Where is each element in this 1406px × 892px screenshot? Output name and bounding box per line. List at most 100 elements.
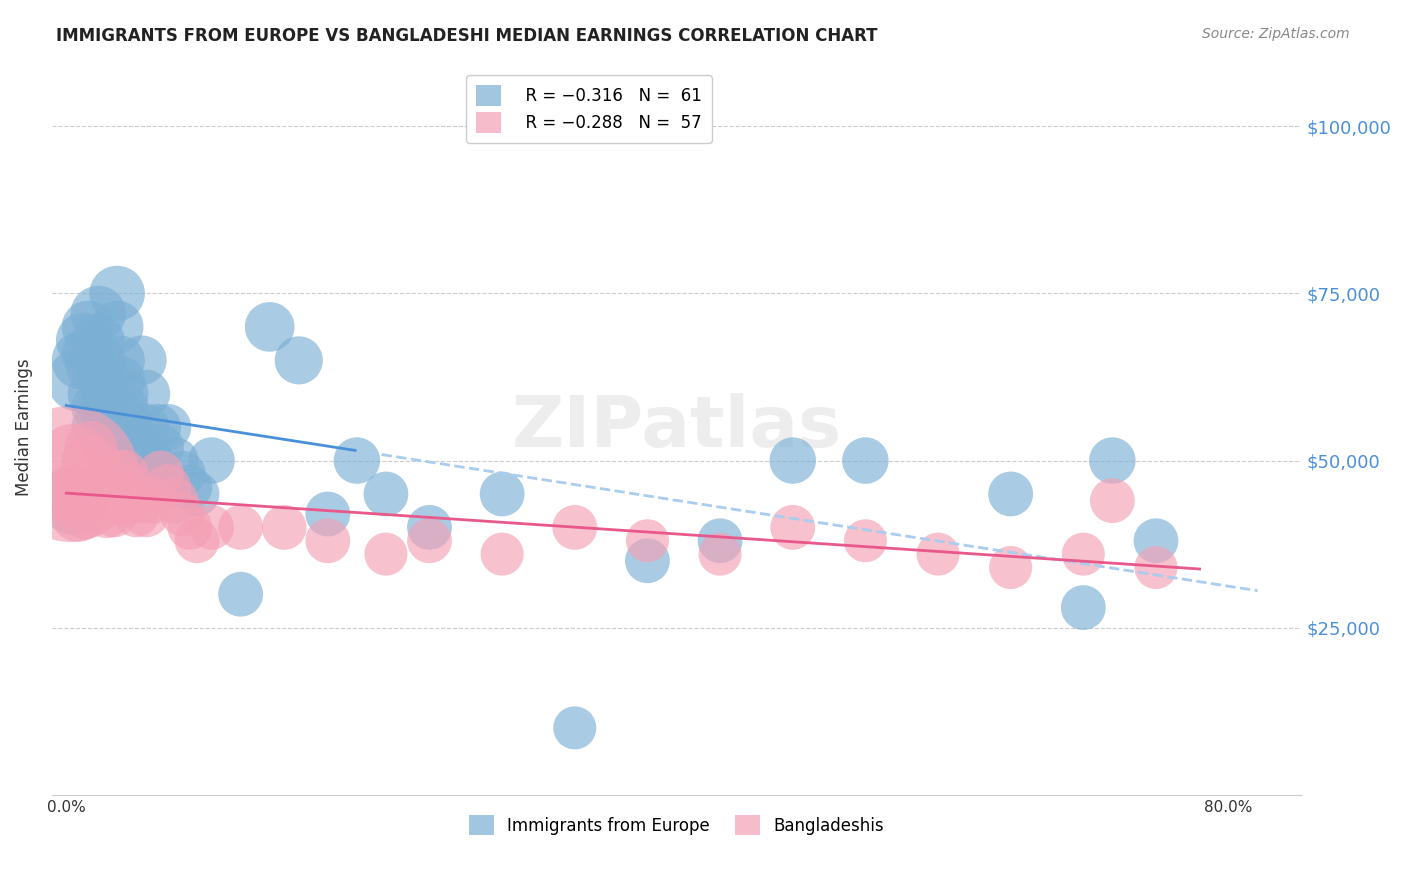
Point — [491, 547, 513, 561]
Point — [491, 487, 513, 501]
Point — [636, 554, 658, 568]
Point — [87, 493, 110, 508]
Point — [142, 493, 165, 508]
Point — [146, 420, 169, 434]
Point — [82, 386, 104, 401]
Point — [165, 453, 187, 467]
Point — [91, 493, 114, 508]
Point — [200, 453, 222, 467]
Point — [149, 467, 172, 481]
Point — [112, 467, 135, 481]
Point — [172, 507, 194, 521]
Point — [1144, 560, 1167, 574]
Point — [101, 480, 124, 494]
Point — [96, 507, 118, 521]
Point — [80, 359, 103, 374]
Point — [91, 400, 114, 414]
Point — [98, 493, 121, 508]
Point — [927, 547, 949, 561]
Point — [1101, 493, 1123, 508]
Point — [98, 426, 121, 441]
Legend: Immigrants from Europe, Bangladeshis: Immigrants from Europe, Bangladeshis — [458, 805, 894, 846]
Point — [66, 493, 89, 508]
Point — [110, 373, 132, 387]
Point — [316, 507, 339, 521]
Point — [186, 533, 208, 548]
Point — [316, 533, 339, 548]
Point — [77, 480, 100, 494]
Point — [105, 467, 128, 481]
Point — [62, 453, 84, 467]
Point — [853, 533, 876, 548]
Point — [156, 420, 179, 434]
Point — [82, 467, 104, 481]
Point — [149, 440, 172, 454]
Point — [112, 386, 135, 401]
Point — [1000, 560, 1022, 574]
Point — [69, 353, 91, 368]
Point — [110, 493, 132, 508]
Point — [69, 480, 91, 494]
Point — [90, 353, 112, 368]
Point — [77, 319, 100, 334]
Point — [96, 440, 118, 454]
Point — [172, 467, 194, 481]
Point — [84, 420, 107, 434]
Point — [112, 400, 135, 414]
Point — [374, 547, 396, 561]
Point — [156, 480, 179, 494]
Point — [636, 533, 658, 548]
Point — [229, 587, 252, 601]
Point — [117, 413, 139, 427]
Point — [128, 453, 150, 467]
Point — [125, 440, 148, 454]
Point — [782, 520, 804, 534]
Point — [418, 520, 440, 534]
Point — [117, 493, 139, 508]
Point — [87, 307, 110, 321]
Text: ZIPatlas: ZIPatlas — [512, 392, 842, 462]
Point — [564, 520, 586, 534]
Point — [200, 520, 222, 534]
Text: IMMIGRANTS FROM EUROPE VS BANGLADESHI MEDIAN EARNINGS CORRELATION CHART: IMMIGRANTS FROM EUROPE VS BANGLADESHI ME… — [56, 27, 877, 45]
Point — [94, 386, 117, 401]
Point — [108, 353, 131, 368]
Point — [135, 507, 157, 521]
Point — [105, 286, 128, 301]
Point — [73, 333, 96, 347]
Point — [59, 467, 82, 481]
Point — [77, 346, 100, 360]
Point — [1144, 533, 1167, 548]
Point — [346, 453, 368, 467]
Point — [125, 507, 148, 521]
Point — [66, 373, 89, 387]
Point — [564, 721, 586, 735]
Point — [90, 480, 112, 494]
Point — [142, 467, 165, 481]
Point — [101, 453, 124, 467]
Point — [66, 507, 89, 521]
Point — [91, 373, 114, 387]
Point — [165, 493, 187, 508]
Point — [259, 319, 281, 334]
Point — [1073, 600, 1095, 615]
Point — [853, 453, 876, 467]
Point — [91, 467, 114, 481]
Point — [186, 487, 208, 501]
Point — [179, 520, 201, 534]
Text: Source: ZipAtlas.com: Source: ZipAtlas.com — [1202, 27, 1350, 41]
Point — [96, 413, 118, 427]
Point — [121, 480, 143, 494]
Point — [73, 493, 96, 508]
Point — [121, 426, 143, 441]
Point — [709, 547, 731, 561]
Point — [87, 333, 110, 347]
Point — [418, 533, 440, 548]
Point — [1000, 487, 1022, 501]
Y-axis label: Median Earnings: Median Earnings — [15, 359, 32, 496]
Point — [94, 480, 117, 494]
Point — [139, 453, 162, 467]
Point — [62, 493, 84, 508]
Point — [229, 520, 252, 534]
Point — [374, 487, 396, 501]
